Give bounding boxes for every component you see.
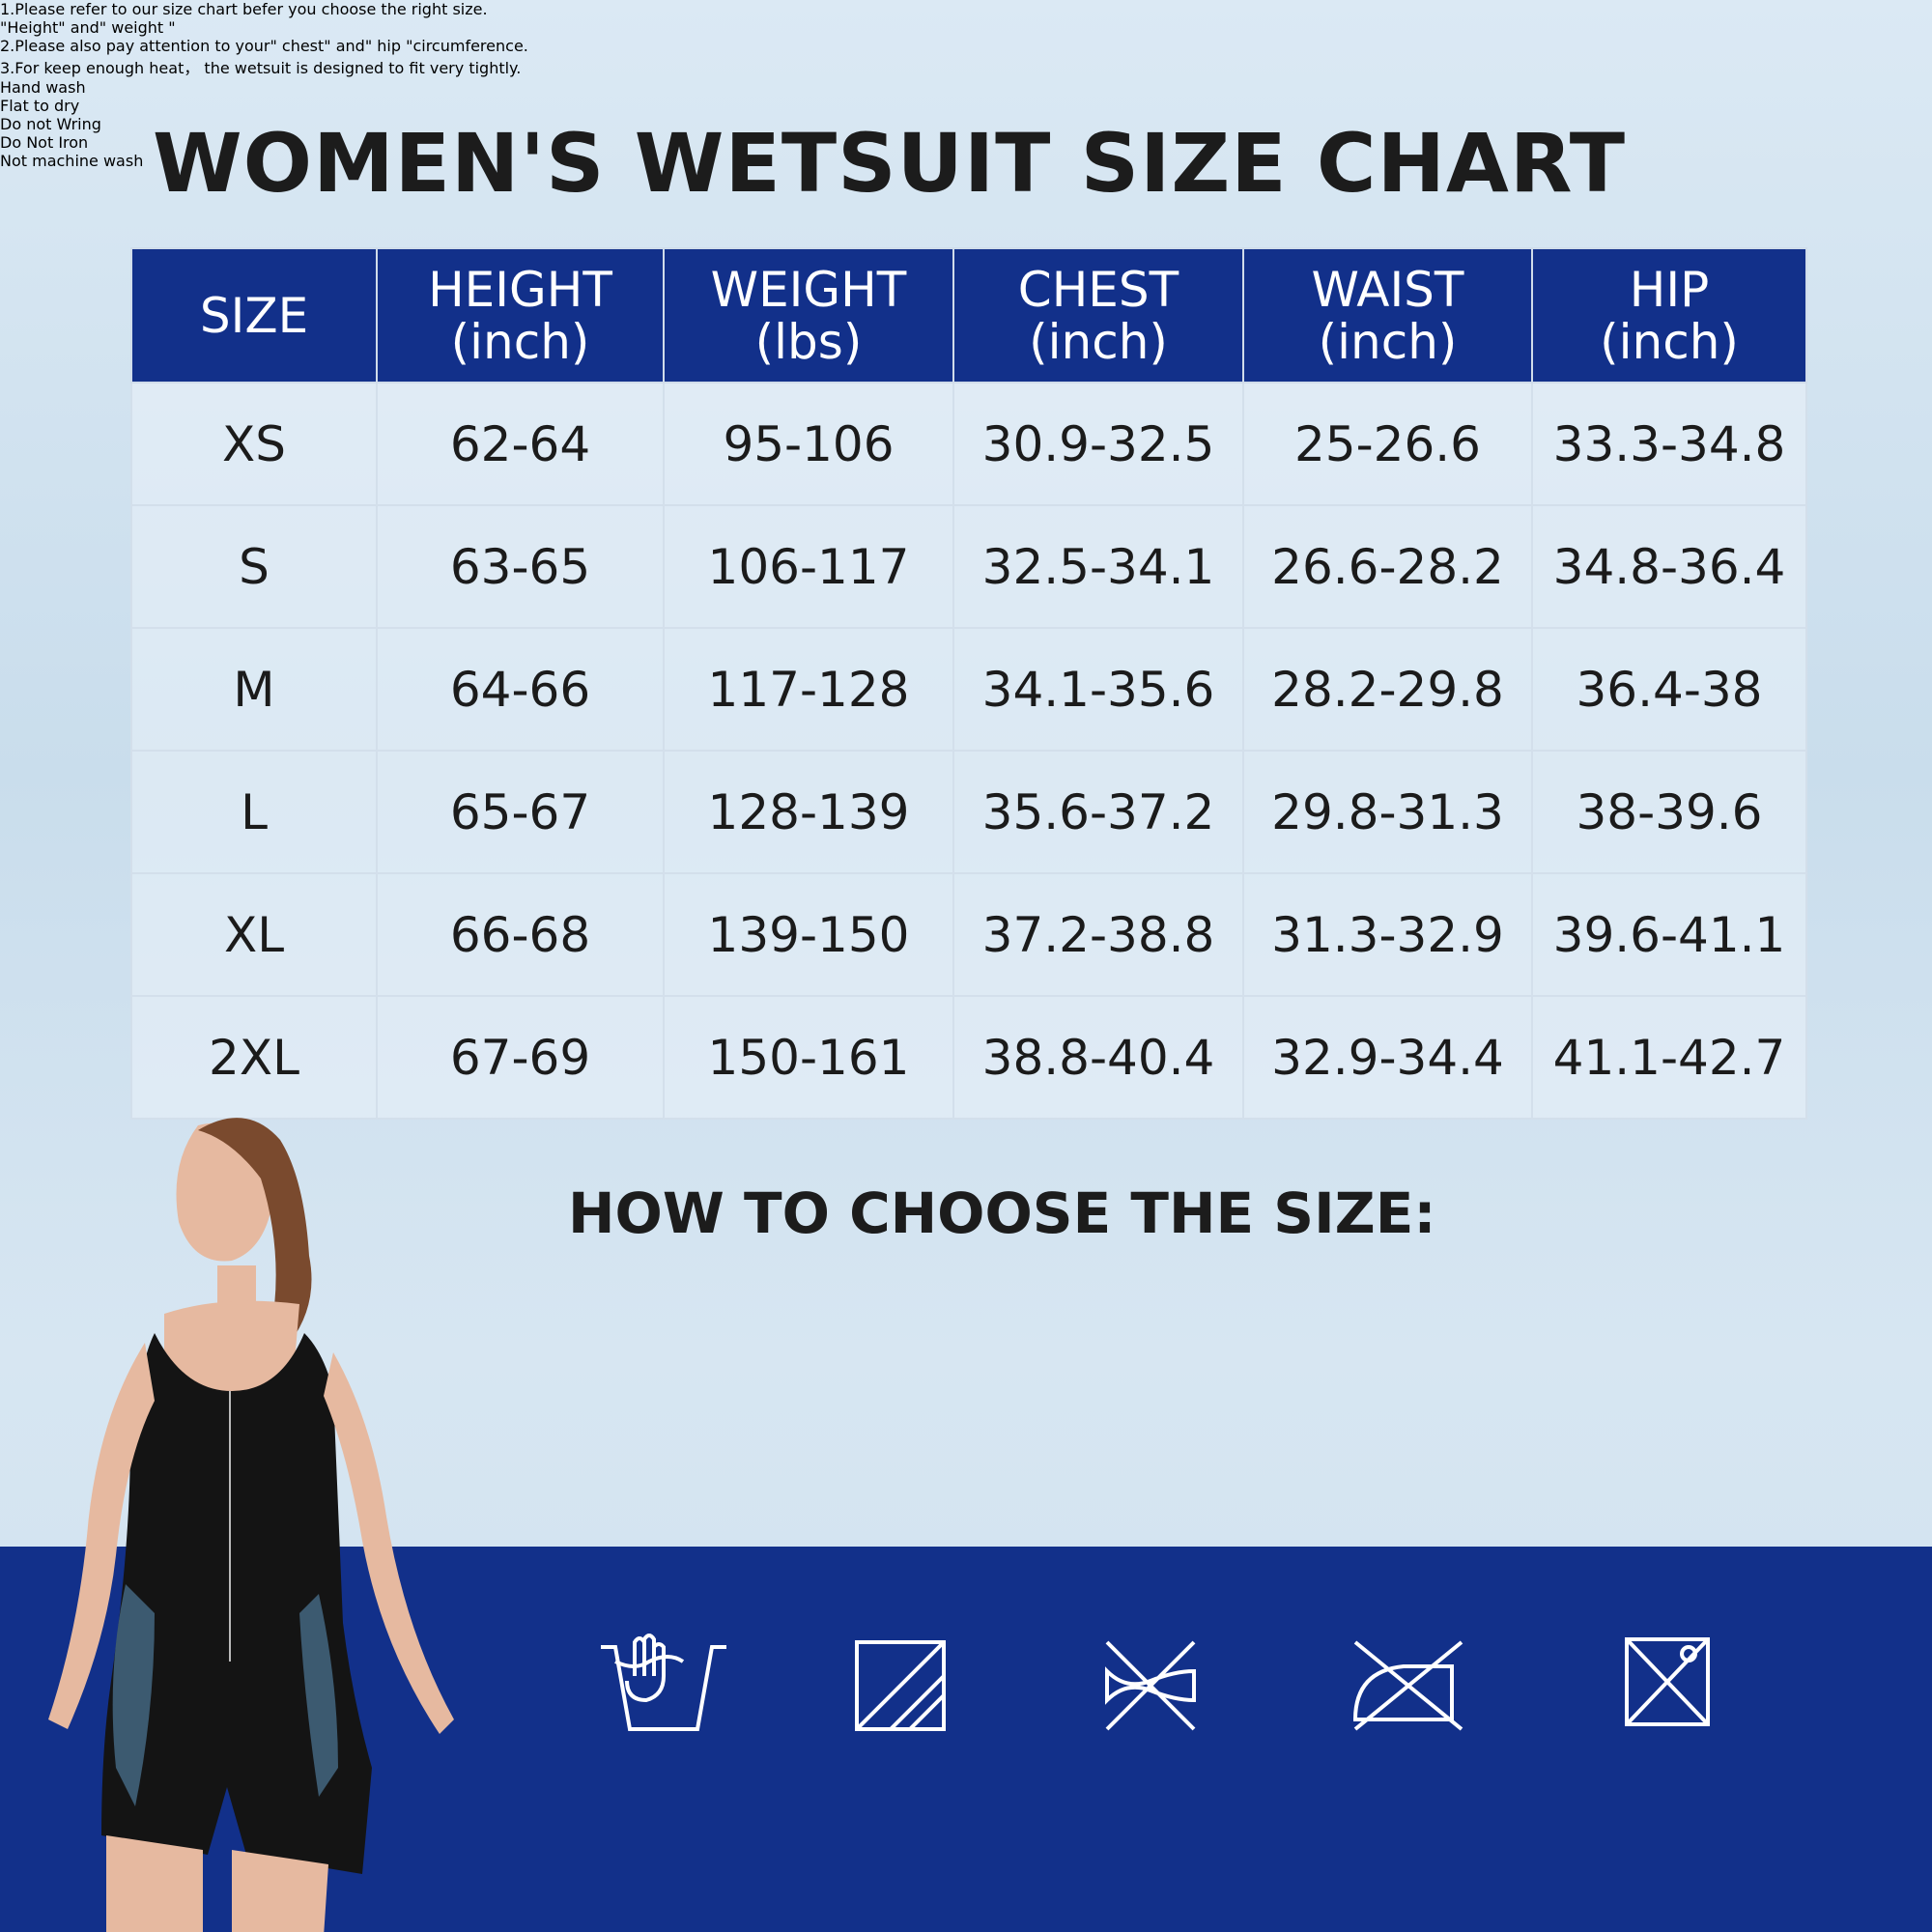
header-unit: (lbs) (754, 313, 863, 370)
header-label: CHEST (1017, 261, 1179, 318)
guide-line: 3.For keep enough heat， the wetsuit is d… (0, 59, 522, 77)
header-row: SIZE HEIGHT (inch) WEIGHT (lbs) CHEST (inch) WA… (130, 247, 1807, 384)
table-cell: 26.6-28.2 (1242, 504, 1533, 629)
header-unit: (inch) (1029, 313, 1168, 370)
header-cell: WEIGHT (lbs) (663, 247, 954, 384)
table-cell: 38-39.6 (1531, 750, 1807, 874)
icon-stroke (614, 1655, 685, 1668)
table-cell: 95-106 (663, 382, 954, 506)
table-cell: XL (130, 872, 378, 997)
table-cell: 33.3-34.8 (1531, 382, 1807, 506)
header-unit: (inch) (1600, 313, 1739, 370)
table-row: XS 62-64 95-106 30.9-32.5 25-26.6 33.3-34.8 (130, 382, 1807, 506)
care-label: Flat to dry (0, 97, 80, 115)
table-cell: M (130, 627, 378, 752)
table-cell: 41.1-42.7 (1531, 995, 1807, 1120)
table-row: 2XL 67-69 150-161 38.8-40.4 32.9-34.4 41.1-42… (130, 995, 1807, 1120)
table-cell: 65-67 (376, 750, 665, 874)
table-cell: 32.5-34.1 (952, 504, 1244, 629)
size-table: SIZE HEIGHT (inch) WEIGHT (lbs) CHEST (inch) WA… (130, 247, 1807, 1120)
table-cell: 2XL (130, 995, 378, 1120)
icon-stroke (625, 1634, 666, 1703)
table-cell: 28.2-29.8 (1242, 627, 1533, 752)
care-labels: Hand wash Flat to dry Do not Wring Do Not I… (0, 78, 1932, 170)
guide-title: HOW TO CHOOSE THE SIZE: (568, 1180, 1436, 1246)
table-row: XL 66-68 139-150 37.2-38.8 31.3-32.9 39.6-41.… (130, 872, 1807, 997)
table-cell: 25-26.6 (1242, 382, 1533, 506)
header-unit: (inch) (1318, 313, 1458, 370)
icon-stroke (855, 1640, 946, 1731)
icon-stroke (1105, 1640, 1196, 1731)
care-label: Hand wash (0, 78, 86, 97)
table-cell: 64-66 (376, 627, 665, 752)
icon-stroke (1352, 1640, 1463, 1731)
table-cell: 63-65 (376, 504, 665, 629)
table-cell: 106-117 (663, 504, 954, 629)
title: WOMEN'S WETSUIT SIZE CHART (153, 116, 1627, 211)
table-cell: 34.1-35.6 (952, 627, 1244, 752)
table-row: M 64-66 117-128 34.1-35.6 28.2-29.8 36.4-38 (130, 627, 1807, 752)
table-cell: 62-64 (376, 382, 665, 506)
table-cell: S (130, 504, 378, 629)
table-cell: 37.2-38.8 (952, 872, 1244, 997)
table-cell: 36.4-38 (1531, 627, 1807, 752)
header-label: SIZE (199, 287, 309, 344)
table-cell: 67-69 (376, 995, 665, 1120)
table-cell: 39.6-41.1 (1531, 872, 1807, 997)
table-cell: XS (130, 382, 378, 506)
table-cell: 32.9-34.4 (1242, 995, 1533, 1120)
care-label: Do Not Iron (0, 133, 89, 152)
guide-line: "Height" and" weight " (0, 18, 176, 37)
table-cell: 66-68 (376, 872, 665, 997)
header-cell: HEIGHT (inch) (376, 247, 665, 384)
header-label: WAIST (1311, 261, 1464, 318)
care-label: Not machine wash (0, 152, 144, 170)
header-cell: SIZE (130, 247, 378, 384)
header-label: WEIGHT (710, 261, 907, 318)
guide-line: 1.Please refer to our size chart befer y… (0, 0, 488, 18)
model-photo (48, 1118, 454, 1932)
table-body: XS 62-64 95-106 30.9-32.5 25-26.6 33.3-34.8 S 6… (130, 382, 1807, 1120)
table-cell: 117-128 (663, 627, 954, 752)
header-cell: WAIST (inch) (1242, 247, 1533, 384)
icon-stroke (1680, 1645, 1697, 1662)
guide-line: 2.Please also pay attention to your" che… (0, 37, 528, 55)
table-cell: 34.8-36.4 (1531, 504, 1807, 629)
header-label: HEIGHT (428, 261, 612, 318)
header-unit: (inch) (450, 313, 590, 370)
table-row: L 65-67 128-139 35.6-37.2 29.8-31.3 38-39.6 (130, 750, 1807, 874)
table-cell: 30.9-32.5 (952, 382, 1244, 506)
table-cell: 35.6-37.2 (952, 750, 1244, 874)
guide: 1.Please refer to our size chart befer y… (0, 0, 1932, 78)
care-label: Do not Wring (0, 115, 101, 133)
header-label: HIP (1629, 261, 1710, 318)
table-cell: 29.8-31.3 (1242, 750, 1533, 874)
table-cell: L (130, 750, 378, 874)
table-row: S 63-65 106-117 32.5-34.1 26.6-28.2 34.8-36.4 (130, 504, 1807, 629)
table-cell: 128-139 (663, 750, 954, 874)
header-cell: CHEST (inch) (952, 247, 1244, 384)
table-cell: 150-161 (663, 995, 954, 1120)
table-cell: 38.8-40.4 (952, 995, 1244, 1120)
table-cell: 139-150 (663, 872, 954, 997)
header-cell: HIP (inch) (1531, 247, 1807, 384)
table-cell: 31.3-32.9 (1242, 872, 1533, 997)
icon-stroke (601, 1645, 726, 1731)
